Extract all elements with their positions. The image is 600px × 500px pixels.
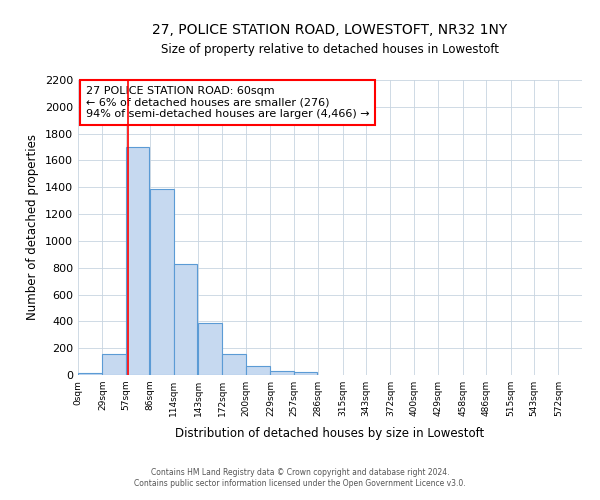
Text: 27, POLICE STATION ROAD, LOWESTOFT, NR32 1NY: 27, POLICE STATION ROAD, LOWESTOFT, NR32… bbox=[152, 22, 508, 36]
Bar bbox=[78, 373, 101, 375]
Y-axis label: Number of detached properties: Number of detached properties bbox=[26, 134, 40, 320]
Text: 27 POLICE STATION ROAD: 60sqm
← 6% of detached houses are smaller (276)
94% of s: 27 POLICE STATION ROAD: 60sqm ← 6% of de… bbox=[86, 86, 369, 119]
Bar bbox=[126, 147, 149, 375]
Text: Size of property relative to detached houses in Lowestoft: Size of property relative to detached ho… bbox=[161, 42, 499, 56]
Bar bbox=[223, 354, 246, 375]
Bar bbox=[150, 188, 174, 375]
Bar bbox=[294, 372, 317, 375]
Bar bbox=[103, 354, 126, 375]
Bar bbox=[246, 366, 269, 375]
X-axis label: Distribution of detached houses by size in Lowestoft: Distribution of detached houses by size … bbox=[175, 428, 485, 440]
Bar bbox=[198, 324, 221, 375]
Bar bbox=[174, 264, 197, 375]
Bar bbox=[271, 371, 294, 375]
Text: Contains HM Land Registry data © Crown copyright and database right 2024.
Contai: Contains HM Land Registry data © Crown c… bbox=[134, 468, 466, 487]
